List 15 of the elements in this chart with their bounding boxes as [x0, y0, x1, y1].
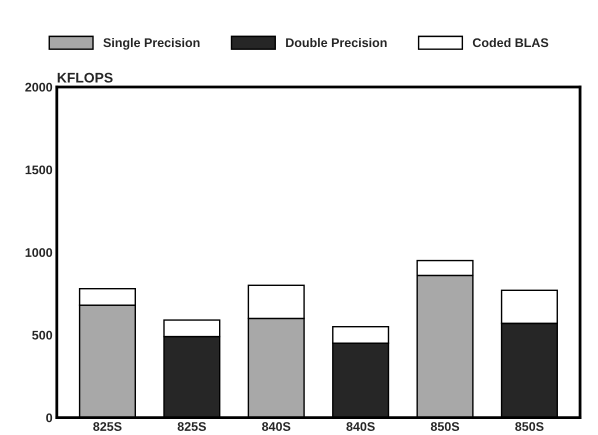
- x-tick-label: 840S: [346, 422, 375, 431]
- x-tick-label: 850S: [515, 422, 544, 431]
- y-tick-label: 0: [46, 413, 52, 422]
- x-tick-label: 840S: [262, 422, 290, 431]
- legend-label: Coded BLAS: [472, 38, 548, 48]
- x-tick-label: 850S: [430, 422, 460, 431]
- y-tick-label: 1500: [26, 165, 52, 174]
- x-tick-label: 825S: [178, 422, 206, 431]
- y-tick-label: 1000: [26, 248, 52, 257]
- y-tick-label: 2000: [25, 82, 52, 92]
- x-tick-label: 825S: [93, 422, 122, 431]
- y-axis-title: KFLOPS: [58, 72, 113, 83]
- y-tick-label: 500: [32, 330, 52, 340]
- legend-label: Double Precision: [286, 38, 387, 48]
- legend-label: Single Precision: [103, 38, 200, 50]
